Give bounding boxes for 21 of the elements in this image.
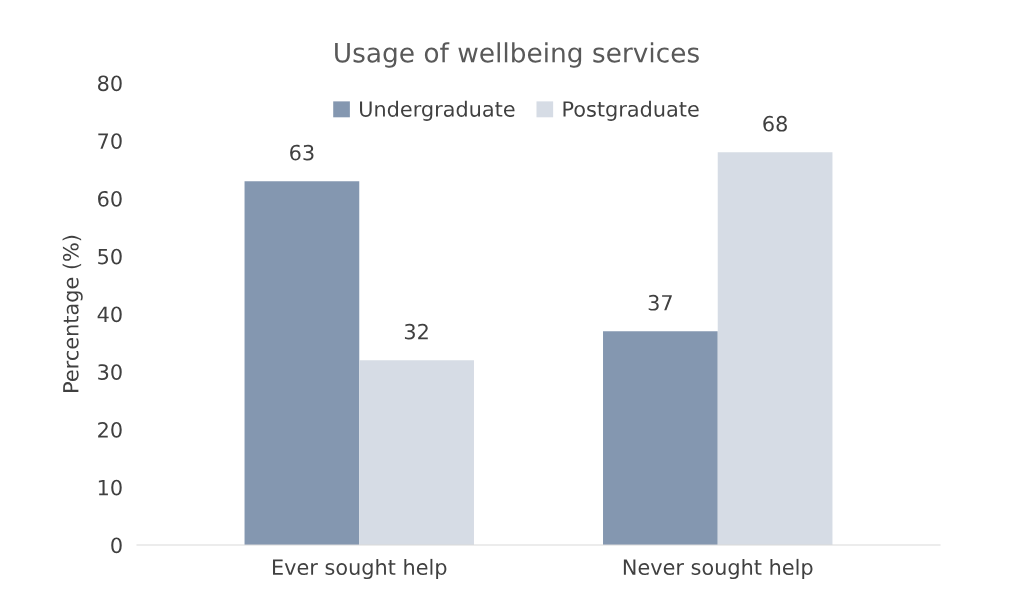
y-tick-label: 70 [98,133,122,149]
bar [603,331,718,545]
data-label: 32 [404,323,428,340]
y-tick-label: 30 [98,364,122,380]
y-tick-label: 20 [98,421,122,438]
bar [244,181,360,545]
y-axis-title: Percentage (%) [62,235,83,392]
data-label: 37 [648,294,672,311]
y-tick-label: 50 [98,248,122,265]
x-tick-label: Never sought help [623,558,813,580]
y-tick-label: 80 [98,75,122,92]
data-label: 68 [763,115,787,132]
x-tick-label: Ever sought help [273,558,447,580]
y-tick-label: 0 [111,537,122,554]
y-tick-label: 10 [98,479,122,496]
y-tick-label: 60 [98,190,122,207]
chart-title: Usage of wellbeing services [335,42,699,68]
y-tick-label: 40 [97,306,122,323]
legend-label: Postgraduate [563,100,699,121]
data-label: 63 [290,144,314,161]
legend-label: Undergraduate [360,100,515,121]
